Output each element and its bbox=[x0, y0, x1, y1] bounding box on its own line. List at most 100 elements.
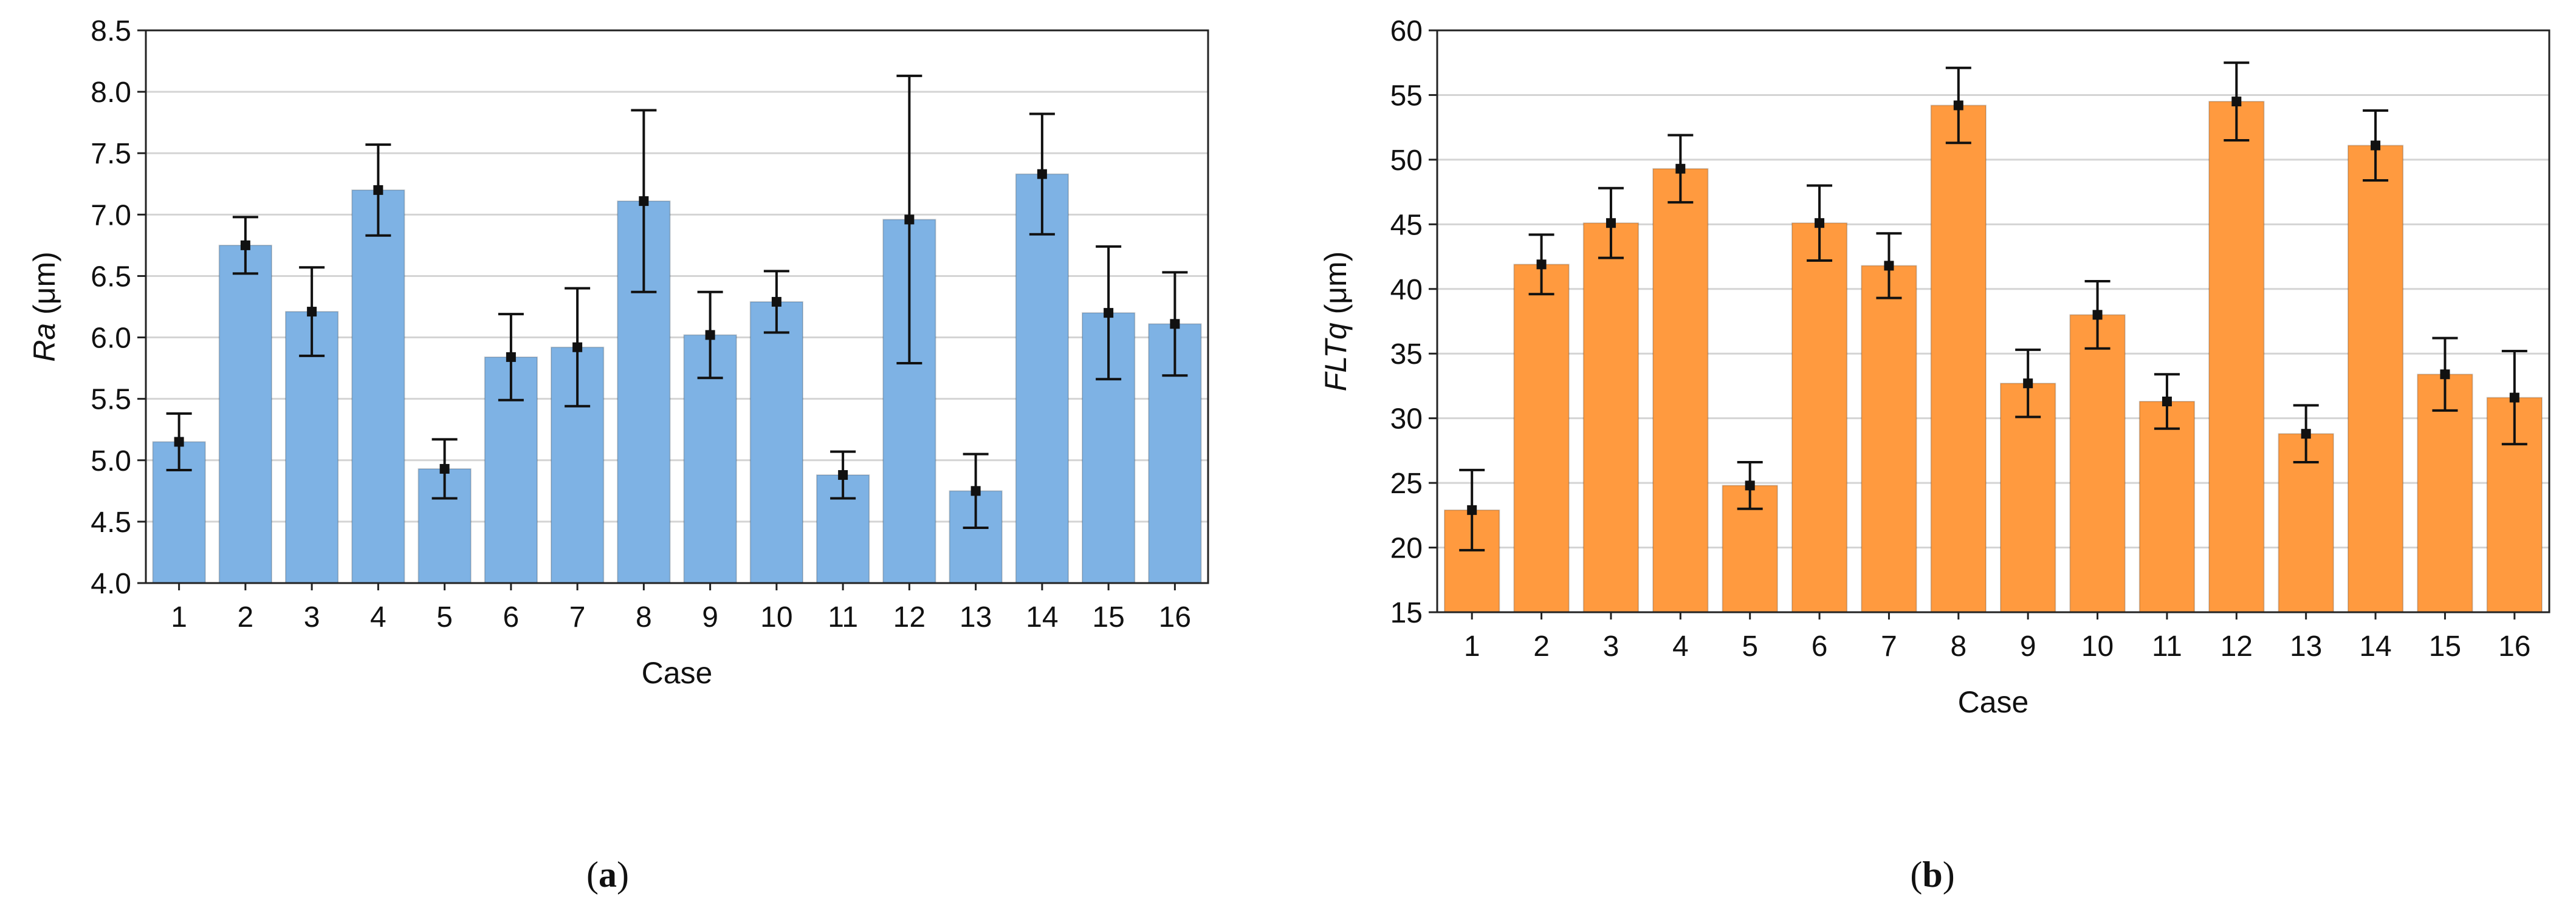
x-tick-label: 2 bbox=[238, 601, 254, 633]
mean-marker-case-11 bbox=[838, 470, 848, 480]
mean-marker-case-15 bbox=[2440, 369, 2450, 380]
x-tick-label: 8 bbox=[1950, 630, 1966, 663]
bar-case-2 bbox=[218, 244, 273, 584]
mean-marker-case-9 bbox=[705, 330, 715, 340]
x-tick-label: 4 bbox=[1672, 630, 1689, 663]
panel-paren-open: ( bbox=[1910, 855, 1922, 895]
panel-paren-open: ( bbox=[586, 855, 599, 895]
panel-letter: a bbox=[599, 855, 617, 895]
mean-marker-case-2 bbox=[1536, 259, 1547, 270]
panel-label-b: (b) bbox=[1910, 855, 1954, 895]
mean-marker-case-8 bbox=[1953, 100, 1963, 111]
x-tick-label: 2 bbox=[1533, 630, 1550, 663]
y-tick-label: 7.5 bbox=[91, 138, 131, 170]
x-tick-label: 13 bbox=[960, 601, 992, 633]
bar-case-11 bbox=[2138, 400, 2196, 613]
panel-paren-close: ) bbox=[1943, 855, 1955, 895]
x-tick-label: 14 bbox=[2359, 630, 2391, 663]
mean-marker-case-4 bbox=[373, 185, 383, 195]
y-axis-title: Ra (μm) bbox=[27, 251, 61, 362]
mean-marker-case-14 bbox=[1037, 169, 1047, 179]
bar-case-13 bbox=[2278, 433, 2334, 613]
x-tick-label: 15 bbox=[2429, 630, 2461, 663]
bar-case-3 bbox=[1582, 222, 1640, 613]
y-tick-label: 30 bbox=[1390, 403, 1423, 435]
mean-marker-case-10 bbox=[2092, 310, 2103, 320]
y-tick-label: 60 bbox=[1390, 15, 1423, 47]
mean-marker-case-5 bbox=[1745, 480, 1755, 491]
x-tick-label: 11 bbox=[828, 601, 858, 633]
mean-marker-case-3 bbox=[1606, 218, 1616, 228]
y-tick-label: 40 bbox=[1390, 274, 1423, 306]
x-tick-label: 16 bbox=[2498, 630, 2530, 663]
y-axis-unit: (μm) bbox=[27, 251, 61, 323]
x-tick-label: 1 bbox=[171, 601, 187, 633]
chart-panel-a: 4.04.55.05.56.06.57.07.58.08.51 2 3 4 5 6 7 8 9 1… bbox=[27, 15, 1209, 895]
bar-case-2 bbox=[1513, 264, 1570, 613]
mean-marker-case-6 bbox=[1815, 218, 1825, 228]
x-tick-label: 3 bbox=[1603, 630, 1619, 663]
x-tick-label: 10 bbox=[2081, 630, 2114, 663]
bar-case-7 bbox=[1861, 265, 1917, 613]
y-tick-label: 8.0 bbox=[91, 77, 131, 109]
bar-case-10 bbox=[2069, 314, 2126, 613]
mean-marker-case-12 bbox=[904, 214, 915, 225]
y-tick-label: 4.0 bbox=[91, 568, 131, 600]
x-tick-label: 12 bbox=[893, 601, 926, 633]
bar-case-14 bbox=[1015, 173, 1070, 584]
x-tick-label: 5 bbox=[1742, 630, 1758, 663]
x-tick-label: 4 bbox=[370, 601, 386, 633]
mean-marker-case-1 bbox=[174, 437, 184, 447]
mean-marker-case-12 bbox=[2231, 97, 2242, 107]
mean-marker-case-16 bbox=[2509, 392, 2519, 403]
y-tick-label: 5.5 bbox=[91, 384, 131, 416]
mean-marker-case-7 bbox=[572, 342, 583, 352]
mean-marker-case-6 bbox=[506, 352, 516, 362]
x-tick-label: 14 bbox=[1026, 601, 1058, 633]
bar-case-6 bbox=[1791, 222, 1848, 613]
y-tick-label: 6.5 bbox=[91, 261, 131, 293]
bar-case-10 bbox=[749, 301, 804, 584]
y-tick-label: 50 bbox=[1390, 145, 1423, 177]
y-tick-label: 55 bbox=[1390, 80, 1423, 112]
mean-marker-case-9 bbox=[2023, 378, 2033, 389]
mean-marker-case-7 bbox=[1884, 261, 1894, 271]
y-axis-variable: FLTq bbox=[1319, 323, 1353, 391]
y-tick-label: 25 bbox=[1390, 468, 1423, 500]
mean-marker-case-2 bbox=[240, 240, 250, 250]
x-tick-label: 13 bbox=[2290, 630, 2322, 663]
x-axis-title: Case bbox=[1958, 685, 2029, 719]
x-tick-label: 9 bbox=[702, 601, 718, 633]
mean-marker-case-15 bbox=[1104, 308, 1114, 318]
x-tick-label: 5 bbox=[436, 601, 453, 633]
mean-marker-case-1 bbox=[1467, 505, 1477, 515]
x-tick-label: 10 bbox=[760, 601, 792, 633]
y-tick-label: 4.5 bbox=[91, 507, 131, 539]
plot-frame bbox=[145, 29, 1209, 584]
x-tick-label: 3 bbox=[304, 601, 320, 633]
mean-marker-case-10 bbox=[771, 296, 781, 307]
bar-case-9 bbox=[2000, 383, 2056, 613]
y-tick-label: 35 bbox=[1390, 338, 1423, 370]
mean-marker-case-13 bbox=[2301, 429, 2311, 439]
bar-case-8 bbox=[1930, 104, 1987, 613]
y-tick-label: 15 bbox=[1390, 597, 1423, 629]
panel-paren-close: ) bbox=[617, 855, 629, 895]
mean-marker-case-5 bbox=[439, 463, 450, 474]
y-tick-label: 5.0 bbox=[91, 445, 131, 477]
bar-case-4 bbox=[351, 189, 405, 584]
bar-case-15 bbox=[2417, 374, 2473, 613]
y-tick-label: 20 bbox=[1390, 533, 1423, 565]
x-tick-label: 7 bbox=[1881, 630, 1897, 663]
x-axis-title: Case bbox=[642, 656, 713, 690]
mean-marker-case-11 bbox=[2162, 396, 2172, 406]
x-tick-label: 6 bbox=[503, 601, 520, 633]
y-tick-label: 6.0 bbox=[91, 323, 131, 355]
x-tick-label: 9 bbox=[2020, 630, 2036, 663]
plot-frame bbox=[1436, 29, 2550, 613]
x-tick-label: 7 bbox=[569, 601, 586, 633]
x-tick-label: 1 bbox=[1464, 630, 1480, 663]
